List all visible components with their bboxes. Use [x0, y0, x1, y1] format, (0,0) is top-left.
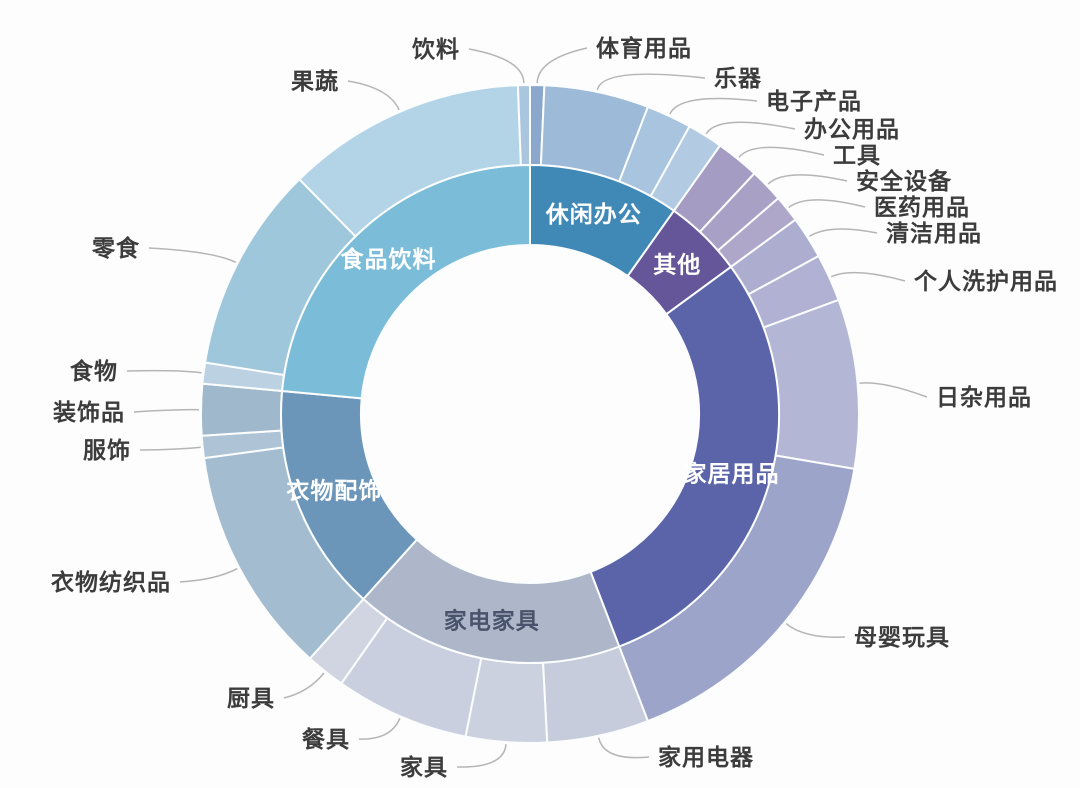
leader-office-supplies — [705, 121, 796, 135]
label-beverages: 饮料 — [411, 36, 460, 62]
label-apparel: 服饰 — [83, 437, 131, 463]
label-home-appliances: 家用电器 — [658, 744, 754, 770]
label-decorations: 装饰品 — [53, 399, 125, 425]
label-fruits-vegetables: 果蔬 — [291, 68, 339, 94]
label-tools: 工具 — [833, 142, 881, 168]
leader-medical-supplies — [788, 199, 866, 209]
leader-baby-toys — [785, 623, 846, 638]
leader-safety-equipment — [767, 174, 848, 185]
outer-ring — [200, 83, 861, 744]
label-safety-equipment: 安全设备 — [856, 168, 952, 194]
leader-beverages — [468, 48, 525, 84]
category-segment-household-goods[interactable] — [589, 265, 781, 648]
label-kitchenware: 厨具 — [227, 685, 275, 711]
category-label-household-goods: 家居用品 — [684, 460, 780, 486]
label-sports-goods: 体育用品 — [596, 35, 692, 61]
leader-decorations — [133, 408, 200, 413]
label-cleaning-supplies: 清洁用品 — [886, 220, 982, 246]
label-tableware: 餐具 — [302, 726, 350, 752]
leader-cleaning-supplies — [808, 228, 878, 238]
leader-tools — [738, 146, 825, 158]
leader-daily-sundries — [859, 382, 928, 398]
label-snacks: 零食 — [91, 235, 140, 261]
inner-ring — [280, 164, 781, 665]
segment-beverages[interactable] — [516, 83, 531, 167]
leader-home-appliances — [598, 737, 650, 759]
leader-personal-care — [830, 271, 906, 282]
category-label-other: 其他 — [653, 251, 701, 277]
label-office-supplies: 办公用品 — [804, 116, 900, 142]
label-furniture: 家具 — [400, 754, 448, 780]
leader-lines — [126, 47, 928, 768]
label-food: 食物 — [70, 358, 118, 384]
label-musical-instruments: 乐器 — [714, 65, 762, 91]
leader-kitchenware — [283, 672, 325, 699]
category-label-leisure-office: 休闲办公 — [545, 201, 642, 227]
label-medical-supplies: 医药用品 — [874, 194, 970, 220]
labels: 体育用品乐器电子产品办公用品工具安全设备医药用品清洁用品个人洗护用品日杂用品母婴… — [51, 35, 1058, 780]
category-label-appliances-furniture: 家电家具 — [444, 608, 540, 634]
leader-fruits-vegetables — [347, 80, 400, 111]
leader-food — [126, 369, 202, 374]
category-label-food-beverage: 食品饮料 — [341, 246, 437, 272]
leader-tableware — [358, 717, 401, 740]
segment-decorations[interactable] — [200, 382, 284, 437]
leader-furniture — [456, 744, 507, 768]
label-personal-care: 个人洗护用品 — [914, 268, 1058, 294]
category-label-clothing-accessories: 衣物配饰 — [286, 478, 382, 504]
leader-musical-instruments — [596, 73, 706, 91]
leader-snacks — [148, 247, 237, 264]
leader-clothing-textiles — [179, 567, 238, 583]
leader-electronics — [669, 97, 758, 115]
label-electronics: 电子产品 — [766, 88, 862, 114]
category-segment-food-beverage[interactable] — [281, 164, 531, 400]
label-daily-sundries: 日杂用品 — [936, 384, 1032, 410]
leader-apparel — [139, 446, 201, 451]
leader-sports-goods — [536, 47, 588, 84]
label-clothing-textiles: 衣物纺织品 — [51, 569, 171, 595]
label-baby-toys: 母婴玩具 — [854, 624, 950, 650]
